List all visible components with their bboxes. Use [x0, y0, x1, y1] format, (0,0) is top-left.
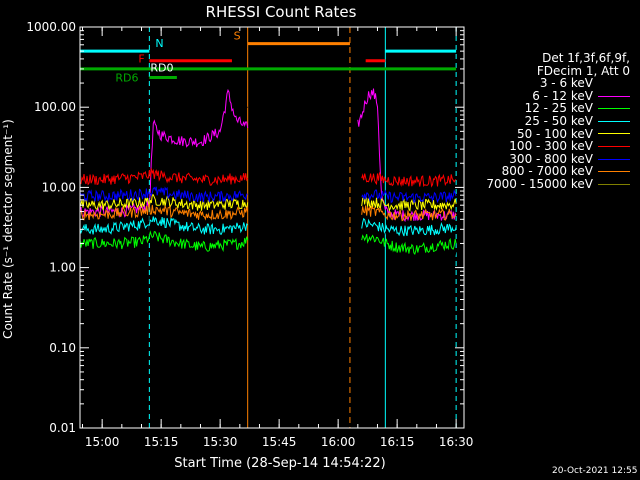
legend-swatch	[598, 145, 630, 147]
legend-swatch	[598, 158, 630, 160]
axis-layer: 0.01 0.10 1.00 10.00 100.00 1000.00 15:00 15:15…	[26, 20, 473, 449]
series-line	[79, 202, 249, 221]
legend-swatch	[598, 108, 630, 110]
legend-label: 100 - 300 keV	[509, 139, 593, 154]
label-F: F	[138, 53, 144, 66]
legend-item: 12 - 25 keV	[480, 102, 630, 115]
legend-item: 800 - 7000 keV	[480, 165, 630, 178]
legend-item: 6 - 12 keV	[480, 90, 630, 103]
series-line	[361, 171, 457, 188]
series-line	[361, 234, 457, 256]
x-tick-label: 15:00	[85, 435, 120, 449]
series-line	[361, 217, 457, 237]
series-line	[361, 189, 457, 204]
chart-title: RHESSI Count Rates	[206, 3, 357, 21]
legend-swatch	[598, 133, 630, 135]
legend-item: 3 - 6 keV	[480, 77, 630, 90]
data-layer	[79, 76, 457, 268]
legend-header-2: FDecim 1, Att 0	[536, 63, 630, 78]
legend-label: 12 - 25 keV	[524, 101, 593, 116]
legend-label: 800 - 7000 keV	[501, 164, 593, 179]
label-RD0: RD0	[150, 62, 173, 75]
legend-item: 7000 - 15000 keV	[480, 178, 630, 191]
series-line	[361, 205, 457, 222]
legend-rows: 3 - 6 keV 6 - 12 keV 12 - 25 keV 25 - 50 ke…	[480, 77, 630, 190]
series-line	[361, 195, 457, 212]
legend-item: 25 - 50 keV	[480, 115, 630, 128]
timestamp: 20-Oct-2021 12:55	[552, 466, 638, 476]
y-tick-label: 0.01	[49, 421, 76, 435]
label-N: N	[155, 37, 163, 50]
legend-item: 100 - 300 keV	[480, 140, 630, 153]
legend-swatch	[598, 120, 630, 122]
x-tick-label: 15:45	[262, 435, 297, 449]
series-line	[79, 230, 249, 253]
annotation-layer: N S F RD0 RD6	[79, 27, 457, 428]
y-tick-label: 10.00	[42, 180, 76, 194]
legend-swatch	[598, 95, 630, 97]
legend-swatch	[598, 171, 630, 173]
legend-header-1: Det 1f,3f,6f,9f,	[542, 51, 630, 65]
legend: Det 1f,3f,6f,9f, FDecim 1, Att 0 3 - 6 k…	[480, 52, 630, 191]
legend-swatch	[598, 82, 630, 84]
x-axis-label: Start Time (28-Sep-14 14:54:22)	[174, 456, 385, 471]
y-tick-label: 0.10	[49, 341, 76, 355]
legend-item: 300 - 800 keV	[480, 153, 630, 166]
series-line	[79, 88, 249, 218]
x-tick-label: 16:30	[439, 435, 474, 449]
x-tick-label: 15:30	[203, 435, 238, 449]
x-tick-label: 16:00	[321, 435, 356, 449]
legend-label: 7000 - 15000 keV	[486, 176, 593, 191]
legend-label: 300 - 800 keV	[509, 151, 593, 166]
y-tick-label: 100.00	[34, 100, 76, 114]
legend-label: 3 - 6 keV	[539, 76, 593, 91]
legend-label: 6 - 12 keV	[532, 88, 593, 103]
x-tick-label: 15:15	[144, 435, 179, 449]
legend-label: 50 - 100 keV	[516, 126, 593, 141]
y-tick-label: 1.00	[49, 261, 76, 275]
series-line	[79, 76, 248, 255]
legend-item: 50 - 100 keV	[480, 126, 630, 141]
y-tick-label: 1000.00	[26, 20, 76, 34]
series-line	[357, 83, 457, 268]
y-axis-label: Count Rate (s⁻¹ detector segment⁻¹)	[1, 119, 15, 339]
label-RD6: RD6	[115, 71, 138, 84]
series-line	[79, 186, 248, 203]
series-line	[79, 216, 249, 236]
legend-label: 25 - 50 keV	[524, 113, 593, 128]
plot-frame	[79, 26, 465, 429]
series-line	[79, 168, 249, 186]
label-S: S	[234, 30, 241, 43]
x-tick-label: 16:15	[380, 435, 415, 449]
legend-swatch	[598, 183, 630, 185]
series-line	[79, 194, 249, 211]
